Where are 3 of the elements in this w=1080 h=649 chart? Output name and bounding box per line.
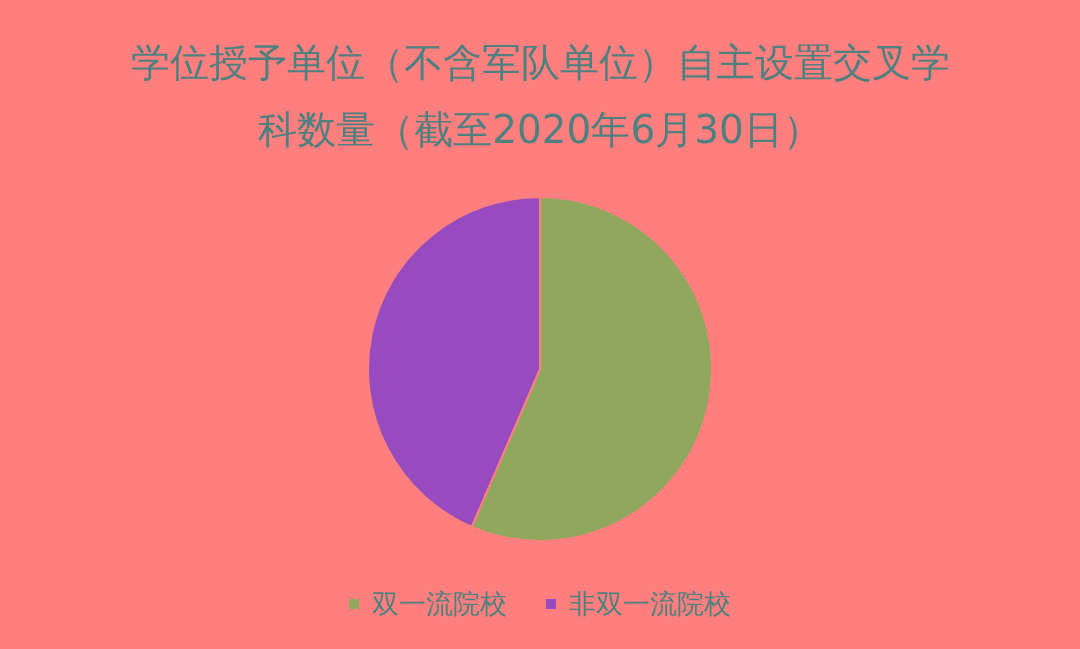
chart-title: 学位授予单位（不含军队单位）自主设置交叉学科数量（截至2020年6月30日） xyxy=(130,40,950,152)
legend-label: 非双一流院校 xyxy=(569,588,731,620)
legend-label: 双一流院校 xyxy=(372,588,507,620)
